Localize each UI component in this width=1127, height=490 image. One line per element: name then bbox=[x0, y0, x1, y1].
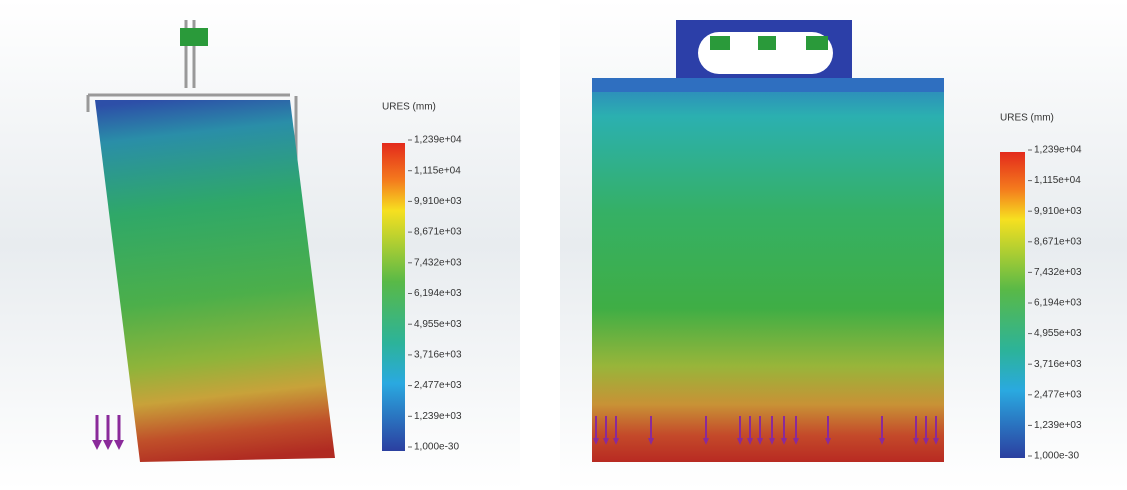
fixture bbox=[180, 28, 208, 46]
legend-label: 1,000e-30 bbox=[414, 442, 459, 453]
legend-label: 1,239e+03 bbox=[1034, 420, 1082, 431]
screenshot: URES (mm) 1,239e+04 1,115e+04 9,910e+03 8,6… bbox=[0, 0, 1127, 490]
left-panel: URES (mm) 1,239e+04 1,115e+04 9,910e+03 8,6… bbox=[0, 0, 520, 490]
legend-label: 2,477e+03 bbox=[414, 380, 462, 391]
legend-label: 4,955e+03 bbox=[1034, 328, 1082, 339]
legend-title: URES (mm) bbox=[1000, 113, 1054, 124]
plate bbox=[592, 78, 944, 462]
legend-label: 9,910e+03 bbox=[414, 196, 462, 207]
legend-label: 1,239e+04 bbox=[414, 135, 462, 146]
legend-label: 6,194e+03 bbox=[1034, 298, 1082, 309]
fixtures bbox=[710, 36, 828, 50]
legend-label: 1,115e+04 bbox=[1034, 175, 1081, 186]
legend-label: 1,239e+03 bbox=[414, 411, 462, 422]
legend-label: 7,432e+03 bbox=[1034, 267, 1082, 278]
right-panel: URES (mm) 1,239e+04 1,115e+04 9,910e+03 8,6… bbox=[560, 0, 1127, 490]
legend-label: 9,910e+03 bbox=[1034, 206, 1082, 217]
plate-top-rim bbox=[592, 78, 944, 92]
legend-title: URES (mm) bbox=[382, 102, 436, 113]
legend-label: 8,671e+03 bbox=[1034, 236, 1082, 247]
legend-label: 7,432e+03 bbox=[414, 257, 462, 268]
legend-label: 2,477e+03 bbox=[1034, 389, 1082, 400]
legend-label: 8,671e+03 bbox=[414, 227, 462, 238]
legend-label: 3,716e+03 bbox=[414, 350, 462, 361]
color-bar bbox=[1000, 152, 1025, 458]
legend-label: 6,194e+03 bbox=[414, 288, 462, 299]
legend-label: 4,955e+03 bbox=[414, 319, 462, 330]
legend-label: 3,716e+03 bbox=[1034, 359, 1082, 370]
load-arrows bbox=[92, 415, 124, 450]
legend-label: 1,115e+04 bbox=[414, 165, 461, 176]
color-bar bbox=[382, 143, 405, 451]
legend-label: 1,239e+04 bbox=[1034, 145, 1082, 156]
legend-label: 1,000e-30 bbox=[1034, 451, 1079, 462]
